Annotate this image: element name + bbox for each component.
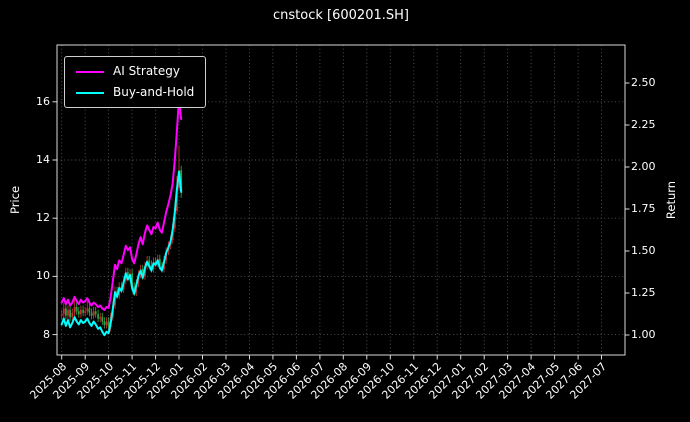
line-buy-and-hold <box>60 170 183 337</box>
legend-label-buy-and-hold: Buy-and-Hold <box>113 85 195 99</box>
price-tick-label: 8 <box>43 327 50 341</box>
return-tick-label: 2.50 <box>631 75 656 89</box>
return-tick-label: 2.25 <box>631 117 656 131</box>
return-tick-label: 1.00 <box>631 328 656 341</box>
return-tick-label: 1.25 <box>631 286 656 299</box>
price-tick-label: 16 <box>36 94 50 108</box>
price-tick-label: 10 <box>36 269 50 283</box>
legend-item-buy-and-hold: Buy-and-Hold <box>76 85 194 100</box>
return-tick-label: 1.75 <box>631 201 656 215</box>
legend-item-ai-strategy: AI Strategy <box>76 64 194 79</box>
legend-label-ai-strategy: AI Strategy <box>113 64 180 78</box>
ai-strategy-line-icon <box>76 70 104 73</box>
chart-title: cnstock [600201.SH] <box>273 8 409 23</box>
return-tick-label: 2.00 <box>631 159 656 173</box>
return-axis-label: Return <box>664 180 678 220</box>
legend: AI Strategy Buy-and-Hold <box>64 56 207 108</box>
line-ai-strategy <box>60 97 183 311</box>
price-tick-label: 12 <box>36 211 50 225</box>
return-tick-label: 1.50 <box>631 243 656 257</box>
buy-and-hold-line-icon <box>76 91 104 94</box>
price-axis-label: Price <box>8 185 22 215</box>
price-tick-label: 14 <box>36 152 50 166</box>
